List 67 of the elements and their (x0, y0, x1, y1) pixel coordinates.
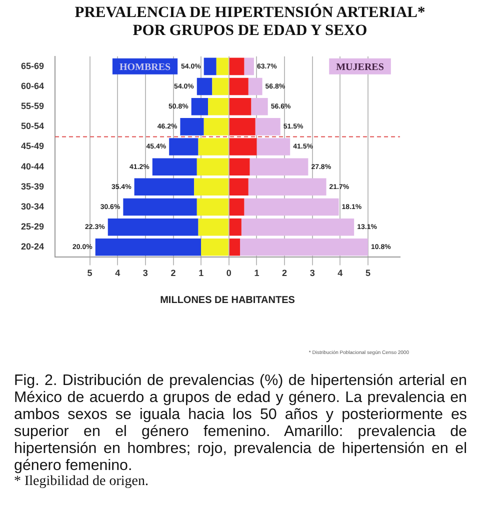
bar (244, 58, 254, 76)
x-tick-label: 2 (170, 268, 176, 278)
bar (229, 238, 240, 256)
bar (255, 118, 280, 136)
bar (229, 78, 248, 96)
bar (196, 158, 228, 176)
bar (229, 58, 244, 76)
bar (241, 218, 354, 236)
x-tick-label: 3 (310, 268, 315, 278)
y-tick-label: 45-49 (20, 141, 44, 152)
bar (250, 158, 308, 176)
x-tick-label: 5 (87, 268, 92, 278)
y-tick-label: 60-64 (20, 81, 44, 92)
bar (204, 58, 216, 76)
bar (208, 98, 228, 116)
x-tick-label: 1 (198, 268, 204, 278)
x-tick-label: 1 (254, 268, 260, 278)
x-tick-label: 0 (226, 268, 232, 278)
bar (204, 118, 228, 136)
y-tick-label: 20-24 (20, 242, 44, 252)
x-tick-label: 4 (115, 268, 120, 278)
bar (212, 78, 228, 96)
bar (169, 138, 198, 156)
bar (244, 198, 339, 216)
bar (229, 198, 244, 216)
bar (194, 178, 228, 196)
bar (123, 198, 197, 216)
y-tick-label: 65-69 (20, 60, 44, 71)
bar (229, 178, 248, 196)
bar (180, 118, 204, 136)
bar (240, 238, 368, 256)
bar (191, 98, 208, 116)
x-tick-label: 4 (338, 268, 343, 278)
bar (201, 238, 228, 256)
annotation: HOMBRES (119, 62, 172, 73)
bar (248, 78, 262, 96)
x-axis-title: MILLONES DE HABITANTES (160, 294, 296, 306)
bar (95, 238, 202, 256)
bar (229, 158, 250, 176)
bar (196, 78, 212, 96)
bar (229, 98, 252, 116)
bar (256, 138, 290, 156)
y-tick-label: 55-59 (20, 101, 44, 112)
text: * Ilegibilidad de origen. (14, 474, 150, 490)
y-tick-label: 35-39 (20, 181, 44, 192)
bar (229, 218, 242, 236)
chart-title: PREVALENCIA DE HIPERTENSIÓN ARTERIAL* POR GRUPOS DE EDAD Y SEXO (74, 4, 426, 40)
bar (198, 218, 228, 236)
bar (248, 178, 326, 196)
bar (229, 138, 257, 156)
bar (108, 218, 198, 236)
x-tick-label: 3 (142, 268, 148, 278)
y-tick-label: 25-29 (20, 222, 44, 232)
y-tick-label: 50-54 (20, 121, 44, 132)
bar (229, 118, 256, 136)
caption: Fig. 2. Distribución de prevalencias (%) de hipertensión arterial en México de acuerdo a grupos de edad y género. La prevalencia en ambos sexos se iguala hacia los 50 años y posteriormente es superior en el género femenino. Amarillo: prevalencia de hipertensión en hombres; rojo, prevalencia de hipertensión en el género femenino. (14, 372, 467, 474)
x-tick-label: 2 (282, 268, 288, 278)
x-tick-label: 5 (366, 268, 371, 278)
bar (251, 98, 268, 116)
bar (152, 158, 197, 176)
y-tick-label: 30-34 (20, 201, 44, 212)
bar (198, 138, 228, 156)
y-tick-label: 40-44 (20, 161, 44, 172)
bar (196, 198, 228, 216)
bar (134, 178, 194, 196)
annotation: MUJERES (336, 62, 384, 73)
bar (216, 58, 228, 76)
